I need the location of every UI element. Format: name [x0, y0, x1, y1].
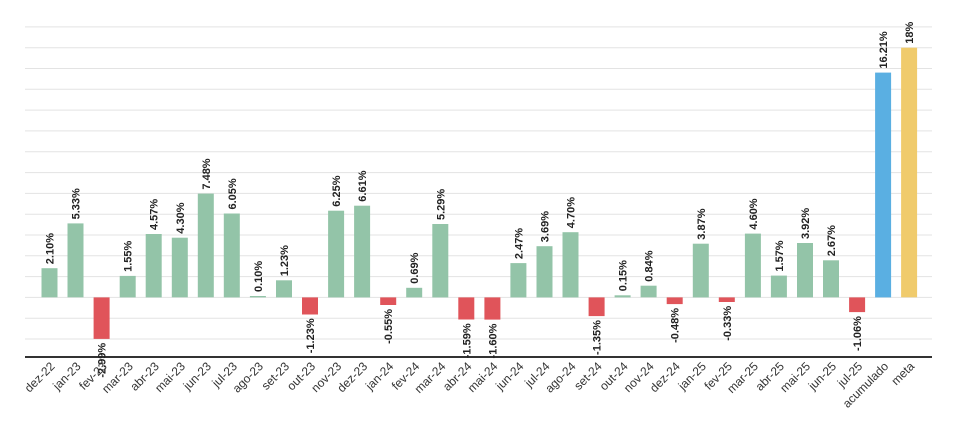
category-labels: dez-22jan-23fev-23mar-23abr-23mai-23jun-…: [22, 359, 918, 411]
category-label-jun-23: jun-23: [180, 359, 214, 393]
bar-mar-23: [119, 275, 136, 298]
bar-nov-23: [328, 210, 345, 298]
category-label-jan-23: jan-23: [49, 359, 83, 393]
value-label-mai-23: 4.30%: [175, 202, 187, 233]
value-label-out-24: 0.15%: [618, 260, 630, 291]
value-label-fev-23: -2.99%: [97, 343, 109, 378]
bar-ago-23: [249, 296, 266, 298]
value-label-mar-25: 4.60%: [748, 198, 760, 229]
category-label-dez-24: dez-24: [647, 359, 683, 395]
bar-fev-25: [718, 297, 735, 302]
bar-meta: [901, 47, 918, 298]
value-label-jan-23: 5.33%: [71, 188, 83, 219]
bar-abr-23: [145, 234, 162, 298]
category-label-mai-24: mai-24: [465, 359, 501, 395]
bar-jun-23: [197, 193, 214, 298]
bar-abr-25: [770, 275, 787, 298]
value-label-dez-22: 2.10%: [45, 233, 57, 264]
category-label-jun-24: jun-24: [492, 359, 526, 393]
bar-mai-24: [484, 297, 501, 320]
bar-jan-25: [692, 243, 709, 298]
bar-set-23: [276, 280, 292, 298]
value-label-acumulado: 16.21%: [878, 31, 890, 69]
bar-acumulado: [875, 72, 892, 298]
value-label-nov-23: 6.25%: [331, 175, 343, 206]
value-label-meta: 18%: [904, 21, 916, 43]
value-label-jun-25: 2.67%: [826, 225, 838, 256]
bar-jul-25: [849, 297, 866, 313]
bar-out-24: [614, 295, 631, 298]
value-label-jul-24: 3.69%: [540, 211, 552, 242]
value-label-abr-23: 4.57%: [149, 199, 161, 230]
bar-nov-24: [640, 285, 657, 298]
value-label-set-24: -1.35%: [592, 320, 604, 355]
value-label-ago-23: 0.10%: [253, 261, 265, 292]
bar-mar-24: [432, 224, 449, 298]
bar-jun-25: [823, 260, 839, 298]
value-label-abr-24: -1.59%: [461, 323, 473, 358]
category-label-mai-23: mai-23: [152, 359, 188, 395]
bar-ago-24: [562, 232, 579, 298]
bar-dez-24: [666, 297, 683, 305]
value-label-abr-25: 1.57%: [774, 240, 786, 271]
value-label-fev-25: -0.33%: [722, 306, 734, 341]
bar-mar-25: [744, 233, 761, 298]
bars: [41, 47, 918, 339]
bar-jul-23: [223, 213, 240, 298]
value-label-ago-24: 4.70%: [566, 197, 578, 228]
bar-fev-24: [406, 287, 423, 298]
bar-dez-23: [354, 205, 371, 298]
bar-jul-24: [536, 246, 553, 298]
bar-set-24: [588, 297, 605, 317]
bar-fev-23: [93, 297, 110, 339]
value-label-out-23: -1.23%: [305, 318, 317, 353]
bar-jun-24: [510, 263, 527, 298]
bar-jan-23: [67, 223, 84, 298]
value-label-mar-23: 1.55%: [123, 240, 135, 271]
value-label-nov-24: 0.84%: [644, 250, 656, 281]
value-label-mar-24: 5.29%: [435, 189, 447, 220]
category-label-dez-22: dez-22: [22, 359, 58, 395]
bar-mai-25: [797, 243, 813, 298]
gridlines: [25, 26, 932, 340]
category-label-jan-24: jan-24: [362, 359, 396, 393]
bar-out-23: [302, 297, 318, 315]
category-label-mai-25: mai-25: [777, 359, 813, 395]
value-label-jun-24: 2.47%: [513, 228, 525, 259]
value-label-fev-24: 0.69%: [409, 252, 421, 283]
value-label-dez-23: 6.61%: [357, 170, 369, 201]
bar-mai-23: [171, 237, 188, 298]
category-label-meta: meta: [888, 359, 917, 388]
value-label-jan-25: 3.87%: [696, 208, 708, 239]
bar-jan-24: [380, 297, 397, 305]
category-label-dez-23: dez-23: [334, 359, 370, 395]
category-label-jun-25: jun-25: [805, 359, 839, 393]
value-label-jul-25: -1.06%: [852, 316, 864, 351]
value-label-jul-23: 6.05%: [227, 178, 239, 209]
value-label-jun-23: 7.48%: [201, 158, 213, 189]
bar-abr-24: [458, 297, 475, 320]
value-label-dez-24: -0.48%: [670, 308, 682, 343]
value-label-set-23: 1.23%: [279, 245, 291, 276]
value-label-jan-24: -0.55%: [383, 309, 395, 344]
value-label-mai-25: 3.92%: [800, 208, 812, 239]
value-label-mai-24: -1.60%: [487, 323, 499, 358]
bar-dez-22: [41, 268, 58, 298]
value-labels: 2.10% 5.33% -2.99% 1.55% 4.57% 4.30% 7.48% 6.05…: [45, 21, 917, 377]
category-label-jan-25: jan-25: [675, 359, 709, 393]
